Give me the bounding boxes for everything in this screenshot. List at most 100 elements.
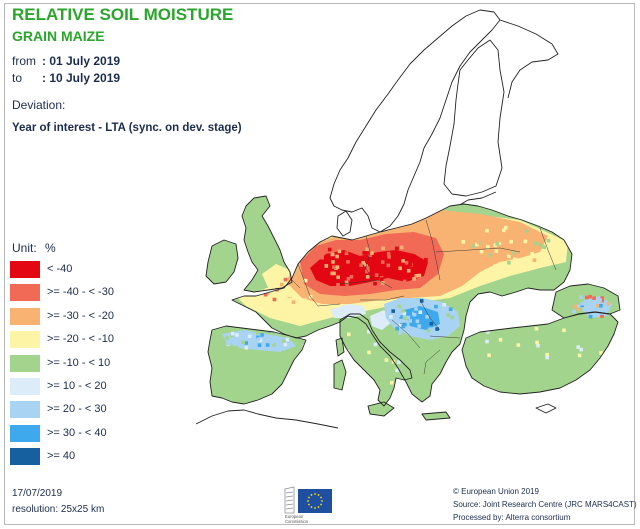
border-line [297, 263, 319, 307]
moisture-cell [287, 293, 292, 298]
moisture-cell [263, 292, 268, 297]
moisture-cell [283, 277, 288, 282]
moisture-cell [302, 298, 307, 302]
land-crete [422, 412, 450, 420]
moisture-cell [408, 319, 412, 323]
moisture-cell [344, 327, 349, 332]
moisture-cell [523, 239, 528, 244]
moisture-cell [396, 313, 401, 317]
moisture-cell [476, 340, 481, 344]
legend-swatch [10, 284, 40, 302]
moisture-cell [514, 239, 519, 243]
moisture-cell [412, 277, 416, 281]
moisture-cell [540, 328, 544, 332]
moisture-cell [370, 264, 375, 269]
border-line [423, 349, 441, 375]
moisture-cell [364, 262, 368, 267]
moisture-cell [324, 264, 329, 268]
moisture-cell [442, 303, 446, 307]
moisture-cell [311, 375, 316, 379]
building-icon [284, 486, 295, 514]
moisture-cell [300, 277, 304, 282]
moisture-cell [419, 299, 424, 303]
european-commission-logo: European Commission [284, 486, 332, 524]
moisture-cell [536, 343, 540, 348]
moisture-cell [416, 331, 420, 335]
moisture-cell [572, 309, 576, 314]
legend-item: >= 10 - < 20 [10, 377, 210, 401]
moisture-cell [370, 251, 374, 255]
moisture-cell [235, 333, 239, 337]
moisture-cell [260, 333, 264, 337]
legend-label: < -40 [47, 263, 73, 275]
moisture-cell [312, 378, 317, 383]
moisture-cell [507, 254, 511, 259]
moisture-cell [550, 358, 555, 363]
moisture-cell [412, 254, 416, 258]
moisture-cell [534, 326, 539, 331]
moisture-cell [403, 316, 407, 321]
moisture-cell [512, 251, 517, 255]
star-icon [314, 507, 316, 509]
moisture-cell [316, 271, 320, 276]
star-icon [321, 500, 323, 502]
moisture-cell [385, 280, 390, 285]
moisture-cell [244, 345, 249, 350]
moisture-cell [562, 328, 566, 333]
unit-value: % [45, 241, 56, 255]
moisture-cell [294, 347, 298, 352]
moisture-cell [532, 258, 537, 262]
moisture-cell [368, 371, 372, 376]
moisture-cell [403, 279, 407, 284]
moisture-cell [373, 342, 378, 347]
moisture-cell [434, 304, 438, 309]
moisture-cell [368, 253, 372, 257]
moisture-cell [482, 261, 487, 265]
star-icon [317, 494, 320, 496]
legend-label: >= 10 - < 20 [47, 379, 107, 392]
moisture-cell [599, 304, 603, 308]
legend-label: >= 20 - < 30 [47, 403, 107, 416]
legend-item: >= -10 - < 10 [10, 354, 210, 378]
border-line [317, 303, 341, 307]
resolution-note: resolution: 25x25 km [12, 504, 105, 515]
moisture-cell [489, 271, 494, 275]
moisture-cell [256, 331, 260, 335]
moisture-cell [498, 338, 503, 342]
moisture-cell [320, 375, 324, 379]
area-10-20-alps [330, 304, 366, 318]
moisture-cell [577, 353, 582, 358]
moisture-cell [483, 365, 488, 370]
moisture-cell [530, 368, 534, 373]
moisture-cell [318, 335, 322, 340]
moisture-cell [320, 255, 324, 260]
moisture-cell [509, 239, 513, 244]
moisture-cell [235, 346, 239, 350]
moisture-cell [345, 283, 349, 287]
moisture-cell [443, 317, 448, 321]
moisture-cell [498, 244, 503, 249]
moisture-cell [374, 332, 379, 337]
moisture-cell [348, 268, 352, 272]
moisture-cell [292, 294, 296, 299]
moisture-cell [349, 392, 354, 396]
moisture-cell [401, 259, 405, 263]
legend-label: >= -30 - < -20 [47, 309, 114, 322]
moisture-cell [395, 246, 399, 251]
moisture-cell [503, 337, 507, 342]
moisture-cell [535, 340, 539, 345]
land-corsica [336, 338, 344, 356]
moisture-cell [279, 363, 284, 367]
moisture-cell [282, 339, 286, 343]
moisture-cell [394, 282, 398, 287]
moisture-cell [598, 298, 602, 302]
moisture-cell [429, 321, 434, 326]
source-note: Source: Joint Research Centre (JRC MARS4… [453, 500, 637, 509]
moisture-cell [493, 224, 498, 229]
moisture-cell [295, 278, 300, 282]
moisture-cell [356, 338, 360, 342]
moisture-cell [394, 323, 399, 327]
moisture-cell [442, 324, 446, 328]
moisture-cell [334, 266, 338, 271]
moisture-cell [486, 330, 490, 334]
